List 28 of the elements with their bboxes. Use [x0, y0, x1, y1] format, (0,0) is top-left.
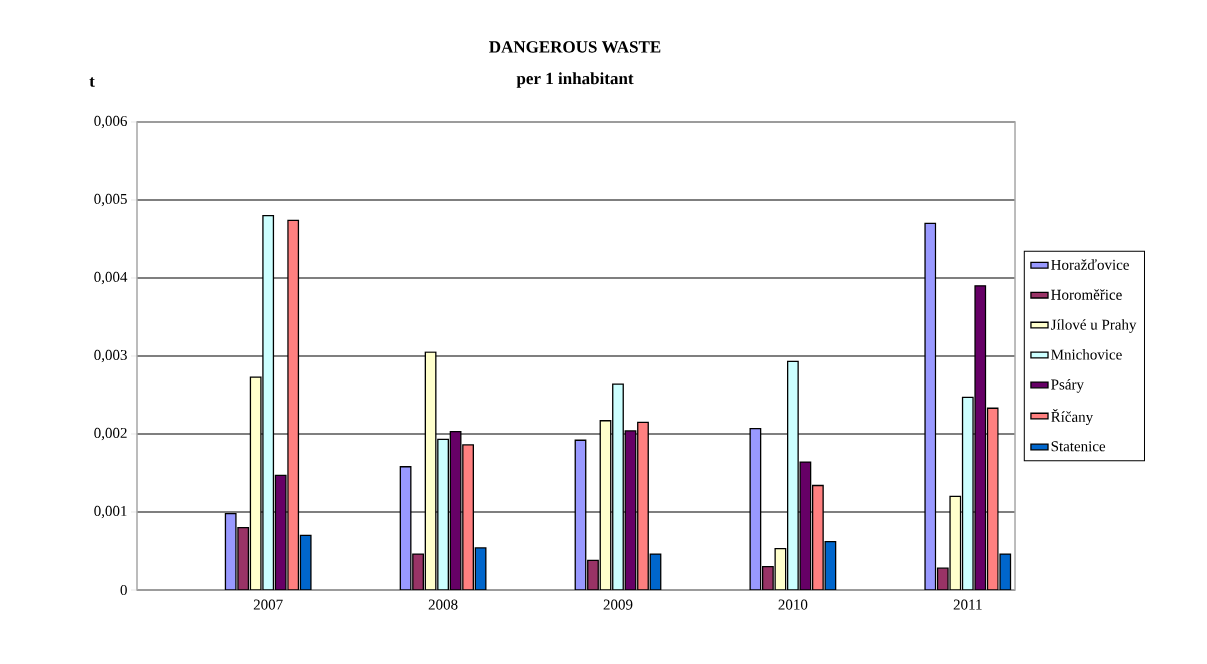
x-tick-label: 2008	[428, 599, 458, 610]
y-tick-label: 0	[120, 584, 127, 596]
bar	[612, 383, 624, 590]
bar	[637, 421, 649, 590]
y-tick-label: 0,005	[94, 193, 127, 207]
chart-title: DANGEROUS WASTE	[489, 41, 661, 53]
legend-label: Jílové u Prahy	[1050, 319, 1137, 333]
legend-label: Statenice	[1051, 441, 1106, 452]
x-tick-label: 2010	[778, 599, 808, 610]
legend-label: Horoměřice	[1051, 289, 1122, 300]
y-tick-label: 0,001	[94, 505, 127, 519]
x-tick-label: 2011	[953, 599, 982, 610]
legend-label: Psáry	[1051, 378, 1084, 393]
bar	[587, 559, 599, 590]
bar	[437, 438, 449, 590]
y-tick-label: 0,002	[94, 427, 127, 441]
y-axis-title: t	[89, 77, 95, 87]
bar	[462, 444, 474, 590]
chart-subtitle: per 1 inhabitant	[516, 72, 634, 88]
x-tick-label: 2009	[603, 599, 633, 610]
legend-label: Říčany	[1051, 408, 1094, 426]
x-tick-label: 2007	[253, 599, 283, 610]
y-tick-label: 0,004	[94, 271, 128, 285]
bar	[412, 553, 424, 590]
y-tick-label: 0,003	[94, 349, 127, 363]
legend-label: Horažďovice	[1051, 259, 1129, 270]
legend-label: Mnichovice	[1051, 349, 1122, 360]
y-tick-label: 0,006	[94, 115, 128, 129]
